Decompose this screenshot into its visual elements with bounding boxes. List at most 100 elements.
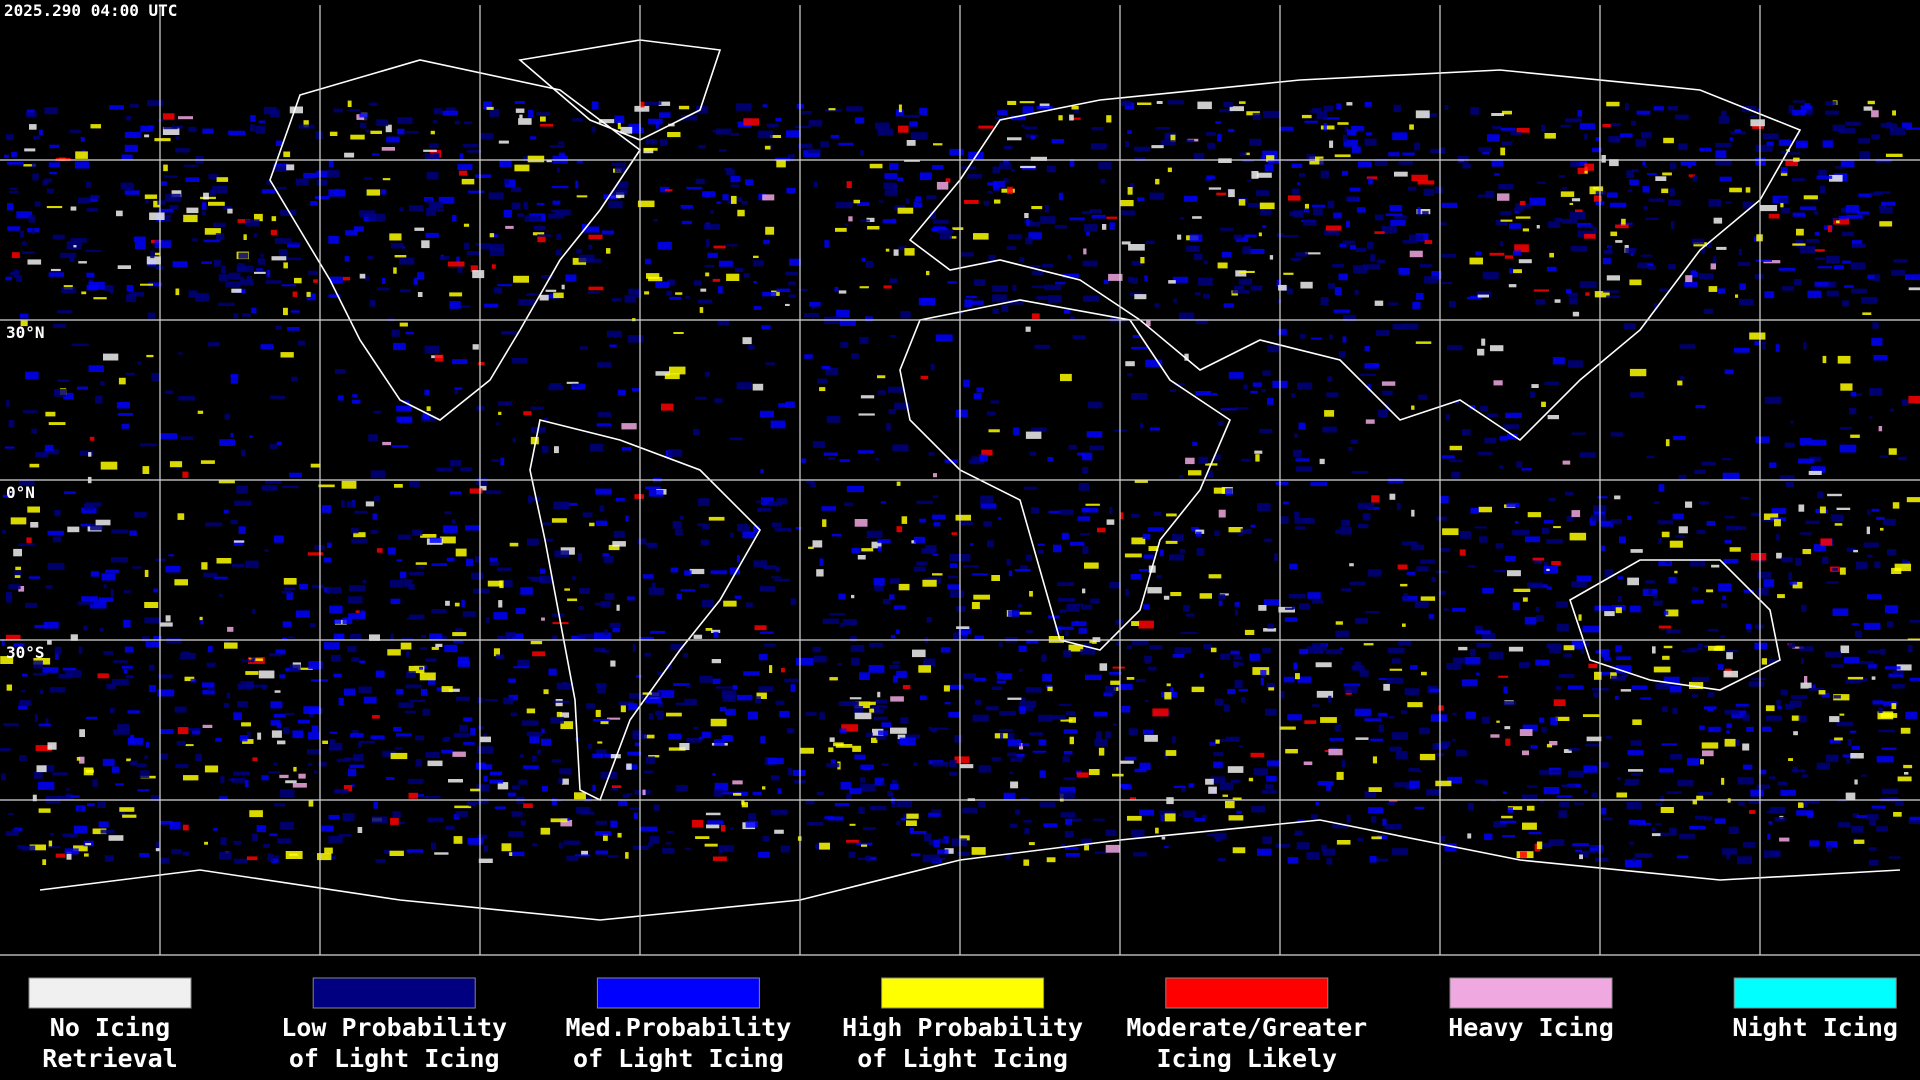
icing-pixel — [714, 398, 723, 403]
icing-pixel — [776, 159, 786, 168]
icing-pixel — [1124, 756, 1137, 761]
icing-pixel — [1871, 337, 1883, 346]
icing-pixel — [972, 714, 989, 722]
icing-pixel — [644, 291, 650, 295]
icing-pixel — [478, 858, 493, 863]
icing-pixel — [104, 855, 114, 862]
icing-pixel — [1296, 842, 1310, 849]
icing-pixel — [1667, 106, 1678, 111]
icing-pixel — [1834, 737, 1843, 741]
icing-pixel — [1213, 487, 1228, 494]
icing-pixel — [1357, 502, 1374, 510]
icing-pixel — [699, 307, 704, 313]
icing-pixel — [489, 779, 503, 784]
icing-pixel — [245, 219, 260, 227]
icing-pixel — [1678, 526, 1688, 534]
icing-pixel — [991, 686, 1002, 690]
icing-pixel — [1609, 159, 1619, 167]
icing-pixel — [1624, 859, 1642, 868]
icing-pixel — [933, 839, 940, 848]
icing-pixel — [353, 532, 366, 538]
icing-pixel — [1185, 457, 1195, 465]
icing-pixel — [541, 728, 545, 734]
icing-pixel — [1826, 290, 1839, 297]
icing-pixel — [424, 796, 441, 799]
icing-pixel — [1737, 856, 1752, 865]
icing-pixel — [1785, 152, 1801, 155]
icing-pixel — [1085, 503, 1100, 506]
icing-pixel — [958, 627, 971, 635]
icing-pixel — [633, 812, 638, 819]
icing-pixel — [1594, 605, 1611, 611]
icing-pixel — [1067, 254, 1071, 260]
icing-pixel — [5, 276, 13, 281]
icing-pixel — [1530, 745, 1538, 749]
icing-pixel — [730, 532, 734, 538]
icing-pixel — [144, 194, 158, 199]
icing-pixel — [1647, 173, 1657, 176]
icing-pixel — [396, 416, 413, 423]
icing-pixel — [1701, 742, 1719, 749]
icing-pixel — [18, 705, 28, 710]
icing-pixel — [380, 189, 387, 195]
icing-pixel — [333, 673, 342, 677]
icing-pixel — [375, 670, 385, 678]
icing-pixel — [970, 543, 974, 546]
icing-pixel — [200, 460, 215, 464]
icing-pixel — [1025, 687, 1042, 693]
icing-pixel — [1908, 820, 1920, 824]
icing-pixel — [657, 690, 675, 698]
icing-pixel — [919, 107, 928, 115]
icing-pixel — [89, 436, 95, 441]
icing-pixel — [454, 120, 461, 125]
legend-label: Med.Probability — [566, 1013, 792, 1042]
icing-pixel — [1752, 125, 1764, 129]
icing-pixel — [133, 236, 146, 243]
icing-pixel — [1408, 599, 1415, 602]
icing-pixel — [489, 248, 505, 256]
icing-pixel — [1595, 671, 1613, 675]
icing-pixel — [737, 523, 748, 532]
icing-pixel — [1148, 666, 1157, 671]
icing-pixel — [1867, 274, 1875, 279]
icing-pixel — [788, 154, 795, 162]
icing-pixel — [1060, 812, 1076, 817]
icing-pixel — [993, 186, 1000, 191]
icing-pixel — [394, 255, 407, 258]
icing-pixel — [840, 341, 849, 349]
icing-pixel — [181, 651, 191, 655]
icing-pixel — [1025, 639, 1039, 643]
icing-pixel — [1378, 712, 1388, 717]
icing-pixel — [185, 744, 194, 747]
icing-pixel — [365, 129, 370, 133]
icing-pixel — [70, 238, 87, 243]
icing-pixel — [309, 623, 316, 628]
icing-pixel — [461, 178, 475, 185]
icing-pixel — [455, 628, 463, 635]
icing-pixel — [1311, 600, 1324, 604]
icing-pixel — [249, 810, 263, 818]
icing-pixel — [1798, 715, 1807, 723]
icing-pixel — [192, 238, 198, 242]
icing-pixel — [65, 670, 82, 678]
icing-pixel — [1108, 273, 1123, 281]
icing-pixel — [1743, 764, 1753, 770]
icing-pixel — [761, 325, 771, 330]
icing-pixel — [231, 288, 242, 293]
icing-pixel — [1189, 234, 1203, 242]
icing-pixel — [571, 635, 586, 641]
icing-pixel — [890, 727, 907, 734]
icing-pixel — [470, 788, 480, 792]
icing-pixel — [264, 549, 269, 552]
icing-pixel — [1629, 279, 1642, 286]
icing-pixel — [1109, 582, 1121, 589]
icing-pixel — [1627, 515, 1632, 520]
icing-pixel — [1780, 167, 1788, 174]
icing-pixel — [1294, 830, 1303, 836]
icing-pixel — [1770, 806, 1786, 814]
icing-pixel — [752, 791, 762, 795]
icing-pixel — [1902, 122, 1912, 129]
icing-pixel — [462, 144, 479, 148]
icing-pixel — [1043, 823, 1058, 828]
icing-pixel — [442, 110, 459, 116]
